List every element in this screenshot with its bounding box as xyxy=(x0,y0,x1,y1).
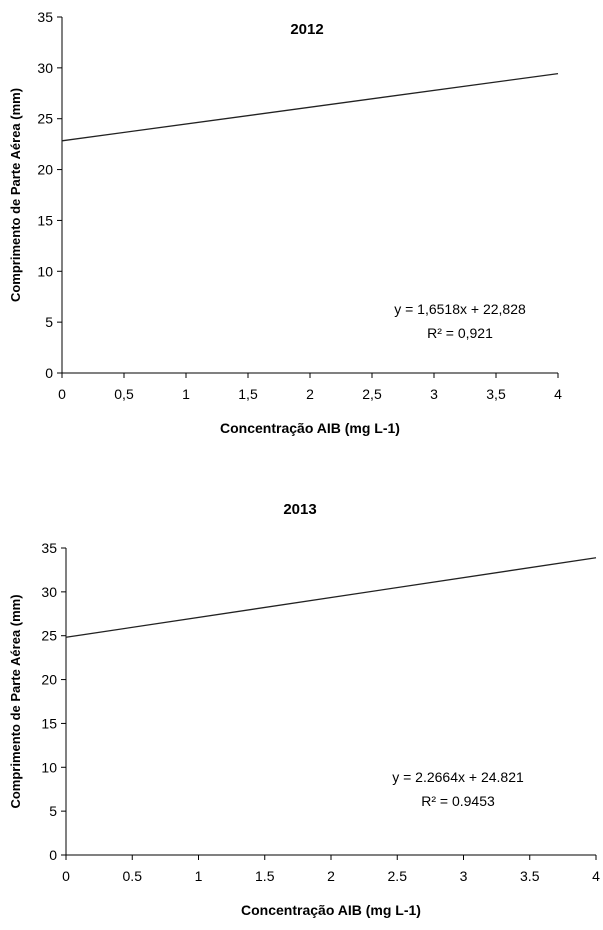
x-tick-label: 4 xyxy=(592,868,600,884)
y-tick-label: 30 xyxy=(37,60,53,76)
regression-line xyxy=(66,558,596,638)
chart-title: 2013 xyxy=(283,501,316,518)
x-tick-label: 1 xyxy=(195,868,203,884)
y-tick-label: 5 xyxy=(45,314,53,330)
y-tick-label: 20 xyxy=(37,162,53,178)
x-tick-label: 0 xyxy=(58,386,66,402)
regression-line xyxy=(62,74,558,141)
y-tick-label: 35 xyxy=(37,9,53,25)
x-tick-label: 3,5 xyxy=(486,386,506,402)
y-tick-label: 0 xyxy=(45,365,53,381)
chart-title: 2012 xyxy=(290,21,323,38)
y-tick-label: 20 xyxy=(41,672,57,688)
x-tick-label: 3 xyxy=(430,386,438,402)
x-axis-label: Concentração AIB (mg L-1) xyxy=(220,420,400,436)
y-tick-label: 25 xyxy=(41,628,57,644)
x-tick-label: 0.5 xyxy=(123,868,143,884)
y-tick-label: 0 xyxy=(49,847,57,863)
trendline-r2: R² = 0,921 xyxy=(427,325,493,341)
y-axis-label: Comprimento de Parte Aérea (mm) xyxy=(8,594,23,808)
x-tick-label: 4 xyxy=(554,386,562,402)
y-tick-label: 30 xyxy=(41,584,57,600)
trendline-r2: R² = 0.9453 xyxy=(421,793,495,809)
y-axis-label: Comprimento de Parte Aérea (mm) xyxy=(8,88,23,302)
x-tick-label: 2,5 xyxy=(362,386,382,402)
y-tick-label: 15 xyxy=(37,212,53,228)
y-tick-label: 15 xyxy=(41,715,57,731)
y-tick-label: 10 xyxy=(37,263,53,279)
x-tick-label: 3 xyxy=(460,868,468,884)
y-tick-label: 5 xyxy=(49,803,57,819)
x-axis-label: Concentração AIB (mg L-1) xyxy=(241,902,421,918)
y-tick-label: 25 xyxy=(37,111,53,127)
x-tick-label: 2.5 xyxy=(388,868,408,884)
x-tick-label: 0,5 xyxy=(114,386,134,402)
trendline-equation: y = 1,6518x + 22,828 xyxy=(394,301,526,317)
chart-2012: 0 5 10 15 20 25 30 35 0 0,5 1 1,5 2 2,5 3 3,5 4 2012 Conce… xyxy=(0,0,603,470)
y-tick-label: 35 xyxy=(41,540,57,556)
chart-2012-svg: 0 5 10 15 20 25 30 35 0 0,5 1 1,5 2 2,5 3 3,5 4 2012 Conce… xyxy=(0,0,603,470)
y-tick-label: 10 xyxy=(41,759,57,775)
x-tick-label: 1,5 xyxy=(238,386,258,402)
x-tick-label: 2 xyxy=(306,386,314,402)
trendline-equation: y = 2.2664x + 24.821 xyxy=(392,769,524,785)
x-tick-label: 2 xyxy=(327,868,335,884)
x-tick-label: 3.5 xyxy=(520,868,540,884)
x-tick-label: 1.5 xyxy=(255,868,275,884)
x-tick-label: 1 xyxy=(182,386,190,402)
x-tick-label: 0 xyxy=(62,868,70,884)
chart-2013: 0 5 10 15 20 25 30 35 0 0.5 1 1.5 2 2.5 3 3.5 4 2013 Conce… xyxy=(0,480,603,930)
chart-2013-svg: 0 5 10 15 20 25 30 35 0 0.5 1 1.5 2 2.5 3 3.5 4 2013 Conce… xyxy=(0,480,603,930)
